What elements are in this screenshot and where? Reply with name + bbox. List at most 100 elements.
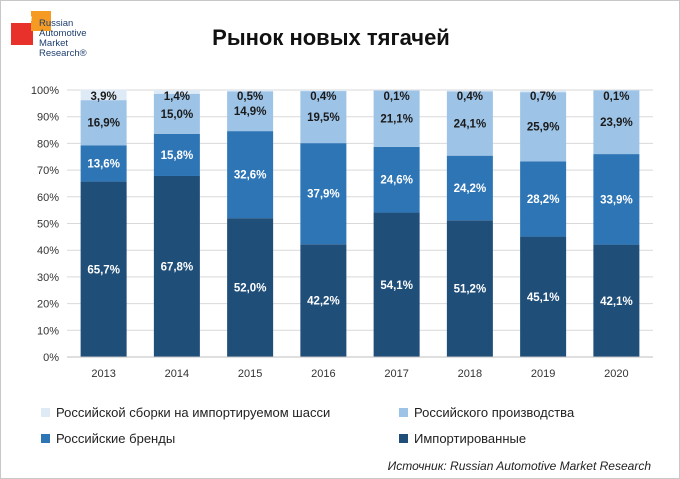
data-label: 65,7% bbox=[87, 264, 120, 276]
y-tick-label: 50% bbox=[37, 219, 59, 231]
data-label: 42,2% bbox=[307, 296, 340, 308]
data-label: 14,9% bbox=[234, 106, 267, 118]
data-label: 54,1% bbox=[380, 280, 413, 292]
bar-segment bbox=[80, 181, 127, 357]
y-tick-label: 0% bbox=[43, 352, 59, 364]
bar-segment bbox=[446, 90, 493, 92]
legend-item: Российской сборки на импортируемом шасси bbox=[41, 405, 330, 420]
legend-label: Российские бренды bbox=[56, 431, 176, 446]
data-label: 28,2% bbox=[527, 194, 560, 206]
y-tick-label: 30% bbox=[37, 272, 59, 284]
data-label: 24,6% bbox=[380, 175, 413, 187]
bar-segment bbox=[446, 220, 493, 357]
source-note: Источник: Russian Automotive Market Rese… bbox=[387, 459, 651, 473]
bar-segment bbox=[520, 236, 567, 357]
bar-segment bbox=[227, 90, 274, 92]
data-label: 42,1% bbox=[600, 296, 633, 308]
logo-line: Automotive bbox=[39, 28, 87, 39]
data-label: 67,8% bbox=[161, 261, 194, 273]
data-label: 1,4% bbox=[164, 91, 190, 103]
data-label: 24,2% bbox=[454, 183, 487, 195]
legend-label: Импортированные bbox=[414, 431, 527, 446]
bar-segment bbox=[593, 154, 640, 245]
data-label: 15,8% bbox=[161, 150, 194, 162]
rамр-logo: НАПИ Russian Automotive Market Research® bbox=[9, 7, 119, 67]
x-tick-label: 2013 bbox=[91, 368, 115, 380]
logo-line: Research® bbox=[39, 48, 87, 59]
bar-segment bbox=[446, 155, 493, 221]
data-label: 15,0% bbox=[161, 109, 194, 121]
data-label: 0,4% bbox=[310, 91, 336, 103]
data-label: 0,4% bbox=[457, 91, 483, 103]
data-label: 0,7% bbox=[530, 91, 556, 103]
legend-swatch bbox=[399, 434, 408, 443]
bar-segment bbox=[80, 145, 127, 182]
bar-segment bbox=[593, 90, 640, 155]
bar-segment bbox=[227, 91, 274, 132]
data-label: 19,5% bbox=[307, 112, 340, 124]
bar-segment bbox=[80, 100, 127, 146]
logo-red-square bbox=[11, 23, 33, 45]
data-label: 23,9% bbox=[600, 117, 633, 129]
logo-name: Russian Automotive Market Research® bbox=[39, 19, 87, 59]
legend-swatch bbox=[41, 434, 50, 443]
x-tick-label: 2016 bbox=[311, 368, 335, 380]
bar-segment bbox=[373, 212, 420, 357]
data-label: 45,1% bbox=[527, 292, 560, 304]
data-label: 0,1% bbox=[384, 91, 410, 103]
legend-item: Импортированные bbox=[399, 431, 526, 446]
bar-segment bbox=[300, 244, 347, 357]
data-label: 25,9% bbox=[527, 122, 560, 134]
data-label: 0,5% bbox=[237, 91, 263, 103]
bar-segment bbox=[153, 175, 200, 357]
bar-segment bbox=[300, 91, 347, 144]
y-tick-label: 60% bbox=[37, 192, 59, 204]
bar-segment bbox=[227, 131, 274, 219]
data-label: 13,6% bbox=[87, 158, 120, 170]
y-tick-label: 90% bbox=[37, 112, 59, 124]
stacked-bar-chart: 0% 10% 20% 30% 40% 50% 60% 70% 80% 90% 100% 65,7% 13… bbox=[31, 85, 653, 380]
y-tick-label: 10% bbox=[37, 325, 59, 337]
data-label: 52,0% bbox=[234, 283, 267, 295]
data-label: 24,1% bbox=[454, 119, 487, 131]
x-tick-label: 2015 bbox=[238, 368, 262, 380]
legend-item: Российские бренды bbox=[41, 431, 175, 446]
data-label: 3,9% bbox=[91, 91, 117, 103]
bar-segment bbox=[300, 143, 347, 245]
legend-label: Российской сборки на импортируемом шасси bbox=[56, 405, 331, 420]
logo-line: Russian bbox=[39, 18, 74, 29]
bar-segment bbox=[153, 90, 200, 94]
legend-swatch bbox=[41, 408, 50, 417]
logo-orange-square bbox=[31, 11, 51, 31]
legend-swatch bbox=[399, 408, 408, 417]
logo-abbreviation: НАПИ bbox=[15, 17, 33, 23]
y-tick-label: 80% bbox=[37, 138, 59, 150]
bar-segment bbox=[520, 161, 567, 237]
chart-legend: Российской сборки на импортируемом шасси… bbox=[41, 405, 661, 455]
bar-segment bbox=[373, 146, 420, 213]
bar-segment bbox=[153, 133, 200, 176]
legend-item: Российского производства bbox=[399, 405, 574, 420]
x-tick-label: 2018 bbox=[458, 368, 482, 380]
bar-segment bbox=[80, 89, 127, 101]
logo-line: Market bbox=[39, 38, 69, 49]
bar-segment bbox=[593, 244, 640, 357]
x-tick-label: 2014 bbox=[165, 368, 189, 380]
x-tick-label: 2019 bbox=[531, 368, 555, 380]
chart-title: Рынок новых тягачей bbox=[212, 25, 450, 50]
bar-segment bbox=[300, 90, 347, 92]
bar-segment bbox=[520, 90, 567, 93]
y-tick-label: 70% bbox=[37, 165, 59, 177]
bar-segment bbox=[520, 92, 567, 162]
x-tick-label: 2020 bbox=[604, 368, 628, 380]
legend-label: Российского производства bbox=[414, 405, 575, 420]
bar-segment bbox=[373, 90, 420, 147]
bar-segment bbox=[227, 218, 274, 357]
data-label: 21,1% bbox=[380, 114, 413, 126]
y-tick-label: 100% bbox=[31, 85, 59, 97]
data-label: 0,1% bbox=[603, 91, 629, 103]
y-tick-label: 20% bbox=[37, 299, 59, 311]
y-tick-label: 40% bbox=[37, 245, 59, 257]
data-label: 37,9% bbox=[307, 189, 340, 201]
